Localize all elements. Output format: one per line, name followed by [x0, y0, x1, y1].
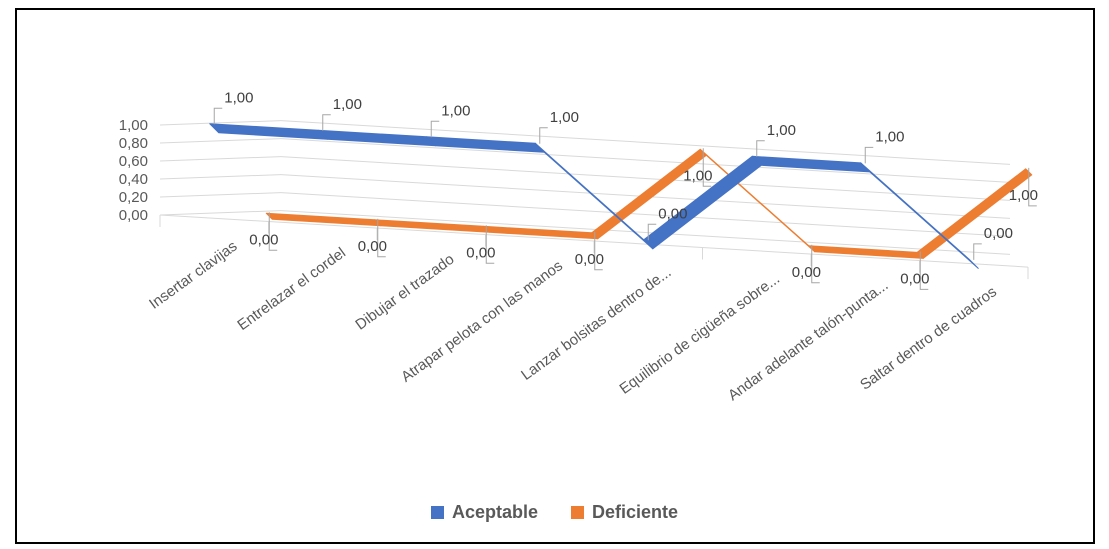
- data-label-deficiente: 0,00: [792, 264, 821, 281]
- y-tick-label: 0,20: [119, 189, 148, 206]
- data-label-leader: [485, 225, 495, 264]
- data-label-leader: [864, 146, 874, 164]
- gridline-side: [159, 156, 282, 162]
- data-label-leader: [647, 223, 657, 241]
- legend-label-aceptable: Aceptable: [451, 502, 538, 522]
- data-label-deficiente: 0,00: [249, 231, 278, 248]
- gridline-side: [159, 210, 282, 216]
- data-label-deficiente: 1,00: [1009, 187, 1038, 204]
- data-label-leader: [322, 114, 331, 131]
- data-label-leader: [594, 231, 603, 271]
- chart-legend: Aceptable Deficiente: [0, 502, 1109, 524]
- legend-item-aceptable: Aceptable: [430, 502, 538, 523]
- data-label-aceptable: 1,00: [875, 128, 904, 145]
- gridline-back: [280, 210, 1011, 255]
- data-label-leader: [377, 218, 386, 258]
- data-label-deficiente: 0,00: [575, 251, 604, 268]
- y-tick-label: 0,60: [119, 153, 148, 170]
- y-tick-label: 0,40: [119, 171, 148, 188]
- data-label-leader: [973, 243, 982, 260]
- data-label-aceptable: 0,00: [984, 225, 1013, 242]
- data-label-aceptable: 1,00: [550, 109, 579, 126]
- legend-item-deficiente: Deficiente: [571, 502, 678, 523]
- gridline-back: [280, 156, 1011, 201]
- legend-label-deficiente: Deficiente: [592, 502, 679, 522]
- series-aceptable-segment: [426, 136, 545, 153]
- data-label-leader: [1028, 167, 1037, 207]
- gridline-back: [280, 120, 1011, 165]
- series-aceptable-segment: [860, 162, 979, 269]
- y-tick-label: 1,00: [119, 117, 148, 134]
- data-label-deficiente: 0,00: [358, 238, 387, 255]
- y-tick-label: 0,80: [119, 135, 148, 152]
- series-aceptable-segment: [209, 123, 328, 140]
- gridline-back: [280, 192, 1011, 237]
- gridline-side: [159, 120, 282, 126]
- data-label-leader: [919, 251, 929, 290]
- data-label-aceptable: 1,00: [224, 89, 253, 106]
- data-label-aceptable: 1,00: [441, 102, 470, 119]
- data-label-leader: [702, 148, 712, 187]
- data-label-leader: [756, 140, 765, 157]
- data-label-leader: [811, 244, 820, 284]
- x-category-label: Insertar clavijas: [146, 238, 240, 313]
- gridline-side: [159, 192, 282, 198]
- x-category-label: Dibujar el trazado: [352, 251, 457, 334]
- data-label-aceptable: 1,00: [333, 96, 362, 113]
- data-label-leader: [213, 107, 223, 125]
- data-label-deficiente: 0,00: [466, 244, 495, 261]
- gridline-back: [280, 138, 1011, 183]
- y-tick-label: 0,00: [119, 207, 148, 224]
- gridline-side: [159, 138, 282, 144]
- series-aceptable-segment: [751, 155, 871, 173]
- data-label-leader: [268, 212, 278, 251]
- data-label-leader: [430, 120, 440, 138]
- data-label-deficiente: 0,00: [900, 270, 929, 287]
- data-label-leader: [539, 127, 548, 144]
- chart-frame: [15, 8, 1095, 544]
- series-deficiente-segment: [916, 168, 1033, 259]
- gridline-side: [159, 174, 282, 180]
- legend-swatch-aceptable: [430, 506, 444, 519]
- x-category-label: Entrelazar el cordel: [234, 244, 349, 334]
- series-aceptable-segment: [317, 129, 437, 147]
- data-label-aceptable: 0,00: [658, 205, 687, 222]
- legend-swatch-deficiente: [571, 506, 584, 519]
- data-label-deficiente: 1,00: [683, 167, 712, 184]
- data-label-aceptable: 1,00: [767, 122, 796, 139]
